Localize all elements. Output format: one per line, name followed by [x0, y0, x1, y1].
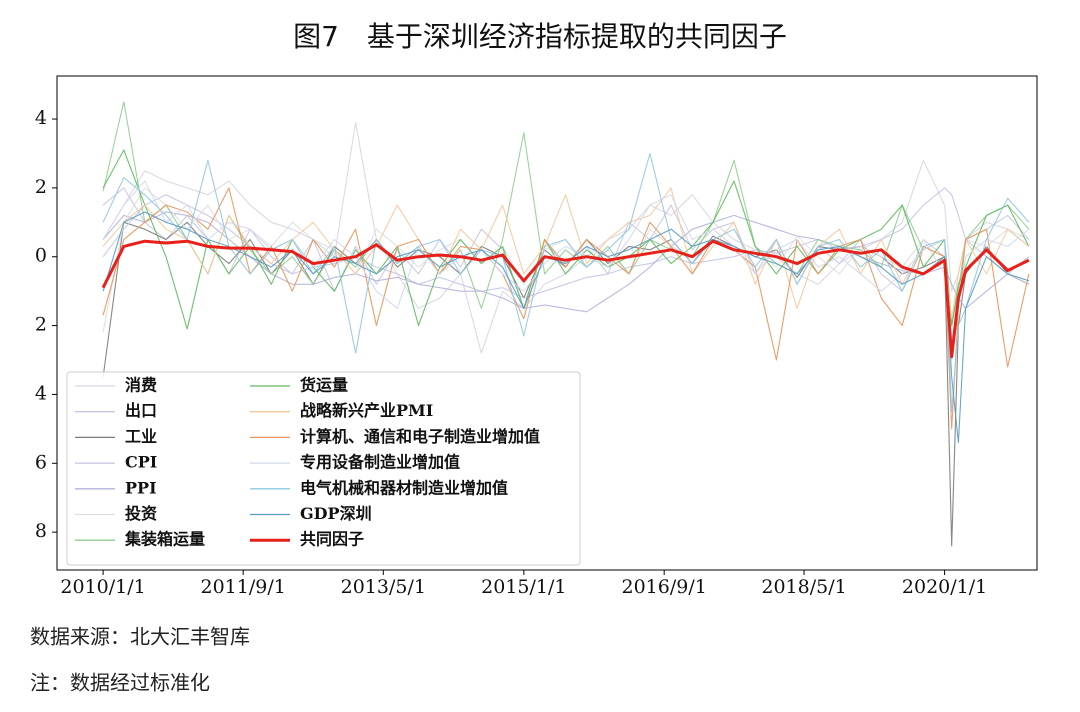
legend-label: 专用设备制造业增加值: [300, 453, 460, 472]
legend-label: 货运量: [300, 376, 348, 395]
series-line: [102, 152, 1030, 413]
y-tick-label: 4: [35, 107, 47, 129]
legend-label: 出口: [125, 401, 157, 420]
series-line: [101, 239, 1030, 359]
source-note: 数据来源：北大汇丰智库: [30, 625, 250, 649]
series-line: [102, 187, 1030, 344]
y-tick-label: 8: [35, 520, 47, 542]
x-tick-label: 2018/5/1: [761, 576, 846, 598]
y-tick-label: 0: [35, 245, 47, 267]
x-tick-label: 2016/9/1: [621, 576, 706, 598]
y-tick-label: 2: [35, 314, 47, 336]
x-tick-label: 2010/1/1: [60, 576, 145, 598]
legend-label: PPI: [125, 478, 157, 497]
y-tick-label: 2: [35, 176, 47, 198]
legend-label: 消费: [125, 376, 157, 395]
series-line: [102, 187, 1030, 430]
footnote: 注：数据经过标准化: [30, 671, 210, 695]
legend-label: 工业: [125, 427, 157, 446]
legend-label: 战略新兴产业PMI: [300, 401, 433, 420]
legend-label: 集装箱运量: [124, 530, 205, 549]
x-tick-label: 2011/9/1: [201, 576, 286, 598]
legend-box: [66, 371, 581, 566]
legend-label: CPI: [125, 453, 157, 472]
series-line: [102, 211, 1030, 444]
x-tick-label: 2013/5/1: [341, 576, 426, 598]
series-line: [102, 180, 1030, 361]
legend-label: 计算机、通信和电子制造业增加值: [300, 427, 540, 446]
legend-label: 投资: [125, 504, 157, 523]
legend-label: 电气机械和器材制造业增加值: [300, 478, 508, 497]
y-tick-label: 4: [35, 382, 47, 404]
x-tick-label: 2015/1/1: [481, 576, 566, 598]
series-line: [102, 149, 1030, 330]
chart-title: 图7 基于深圳经济指标提取的共同因子: [293, 20, 787, 53]
series-line: [102, 121, 1030, 354]
y-tick-label: 6: [35, 451, 47, 473]
legend-label: 共同因子: [300, 530, 364, 549]
series-line: [102, 101, 1030, 327]
plot-frame: [56, 75, 1038, 571]
legend-label: GDP深圳: [300, 504, 372, 523]
x-tick-label: 2020/1/1: [902, 576, 987, 598]
